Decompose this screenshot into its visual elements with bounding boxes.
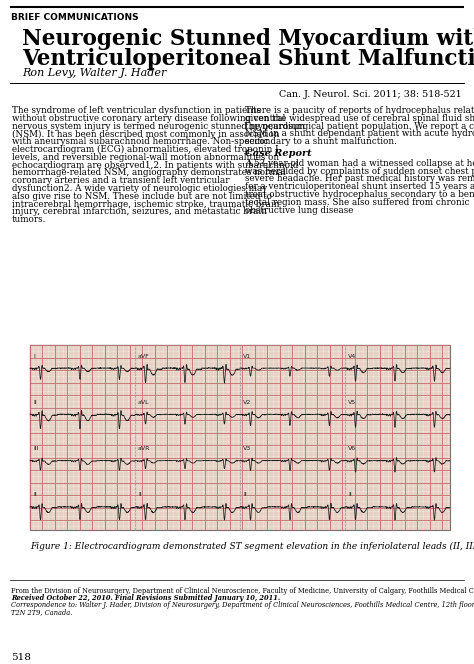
Text: the neurosurgical patient population. We report a case of: the neurosurgical patient population. We… bbox=[245, 122, 474, 131]
Text: III: III bbox=[33, 446, 38, 451]
Text: V3: V3 bbox=[243, 446, 251, 451]
Text: injury, cerebral infarction, seizures, and metastatic brain: injury, cerebral infarction, seizures, a… bbox=[12, 207, 267, 216]
Text: Correspondence to: Walter J. Hader, Division of Neurosurgery, Department of Clin: Correspondence to: Walter J. Hader, Divi… bbox=[11, 601, 474, 609]
Text: without obstructive coronary artery disease following central: without obstructive coronary artery dise… bbox=[12, 114, 285, 123]
Text: secondary to a shunt malfunction.: secondary to a shunt malfunction. bbox=[245, 137, 397, 146]
Text: electrocardiogram (ECG) abnormalities, elevated troponin I: electrocardiogram (ECG) abnormalities, e… bbox=[12, 145, 279, 154]
Text: tectal region mass. She also suffered from chronic: tectal region mass. She also suffered fr… bbox=[245, 198, 470, 207]
Text: II: II bbox=[348, 492, 352, 497]
Text: Ron Levy, Walter J. Hader: Ron Levy, Walter J. Hader bbox=[22, 68, 166, 78]
Text: II: II bbox=[33, 492, 37, 497]
Text: (NSM). It has been described most commonly in association: (NSM). It has been described most common… bbox=[12, 129, 280, 139]
Text: given the widespread use of cerebral spinal fluid shunts in: given the widespread use of cerebral spi… bbox=[245, 114, 474, 123]
Text: II: II bbox=[243, 492, 247, 497]
Text: V2: V2 bbox=[243, 400, 251, 405]
Text: II: II bbox=[33, 400, 37, 405]
Text: was heralded by complaints of sudden onset chest pain and a: was heralded by complaints of sudden ons… bbox=[245, 167, 474, 175]
Text: I: I bbox=[33, 353, 35, 359]
Text: A 53-year-old woman had a witnessed collapse at home that: A 53-year-old woman had a witnessed coll… bbox=[245, 159, 474, 168]
Text: echocardiogram are observed1,2. In patients with subarachnoid: echocardiogram are observed1,2. In patie… bbox=[12, 161, 298, 169]
Text: severe headache. Her past medical history was remarkable: severe headache. Her past medical histor… bbox=[245, 175, 474, 183]
Text: aVR: aVR bbox=[138, 446, 150, 451]
Text: V4: V4 bbox=[348, 353, 356, 359]
Text: intracerebral hemorrhage, ischemic stroke, traumatic brain: intracerebral hemorrhage, ischemic strok… bbox=[12, 200, 280, 208]
Text: obstructive lung disease: obstructive lung disease bbox=[245, 206, 354, 214]
Text: levels, and reversible regional-wall motion abnormalities on: levels, and reversible regional-wall mot… bbox=[12, 153, 279, 162]
Text: T2N 2T9, Canada.: T2N 2T9, Canada. bbox=[11, 608, 73, 616]
Text: aVL: aVL bbox=[138, 400, 150, 405]
Text: for a ventriculoperitoneal shunt inserted 15 years ago to: for a ventriculoperitoneal shunt inserte… bbox=[245, 182, 474, 191]
Text: aVF: aVF bbox=[138, 353, 150, 359]
Text: BRIEF COMMUNICATIONS: BRIEF COMMUNICATIONS bbox=[11, 13, 138, 22]
Text: with aneurysmal subarachnoid hemorrhage. Non-specific: with aneurysmal subarachnoid hemorrhage.… bbox=[12, 137, 268, 146]
Text: There is a paucity of reports of hydrocephalus related NSM: There is a paucity of reports of hydroce… bbox=[245, 106, 474, 115]
Text: II: II bbox=[138, 492, 142, 497]
Text: Case Report: Case Report bbox=[245, 149, 311, 158]
Bar bbox=[30, 345, 450, 530]
Text: V1: V1 bbox=[243, 353, 251, 359]
Text: Ventriculoperitoneal Shunt Malfunction: Ventriculoperitoneal Shunt Malfunction bbox=[22, 48, 474, 70]
Text: V6: V6 bbox=[348, 446, 356, 451]
Text: Can. J. Neurol. Sci. 2011; 38: 518-521: Can. J. Neurol. Sci. 2011; 38: 518-521 bbox=[279, 90, 462, 99]
Text: V5: V5 bbox=[348, 400, 356, 405]
Text: Figure 1: Electrocardiogram demonstrated ST segment elevation in the inferiolate: Figure 1: Electrocardiogram demonstrated… bbox=[30, 542, 474, 551]
Text: Neurogenic Stunned Myocardium with: Neurogenic Stunned Myocardium with bbox=[22, 28, 474, 50]
Text: treat obstructive hydrocephalus secondary to a benign: treat obstructive hydrocephalus secondar… bbox=[245, 190, 474, 199]
Text: The syndrome of left ventricular dysfunction in patients: The syndrome of left ventricular dysfunc… bbox=[12, 106, 261, 115]
Text: coronary arteries and a transient left ventricular: coronary arteries and a transient left v… bbox=[12, 176, 229, 185]
Text: Received October 22, 2010. Final Revisions Submitted January 10, 2011.: Received October 22, 2010. Final Revisio… bbox=[11, 594, 280, 602]
Text: NSM in a shunt dependant patient with acute hydrocephalus: NSM in a shunt dependant patient with ac… bbox=[245, 129, 474, 138]
Text: tumors.: tumors. bbox=[12, 215, 46, 224]
Text: also give rise to NSM. These include but are not limited to: also give rise to NSM. These include but… bbox=[12, 192, 272, 201]
Text: nervous system injury is termed neurogenic stunned myocardium: nervous system injury is termed neurogen… bbox=[12, 122, 305, 131]
Text: dysfunction2. A wide variety of neurologic etiologies may: dysfunction2. A wide variety of neurolog… bbox=[12, 184, 267, 193]
Text: hemorrhage-related NSM, angiography demonstrates normal: hemorrhage-related NSM, angiography demo… bbox=[12, 169, 286, 177]
Text: 518: 518 bbox=[11, 653, 31, 662]
Text: From the Division of Neurosurgery, Department of Clinical Neuroscience, Faculty : From the Division of Neurosurgery, Depar… bbox=[11, 587, 474, 595]
